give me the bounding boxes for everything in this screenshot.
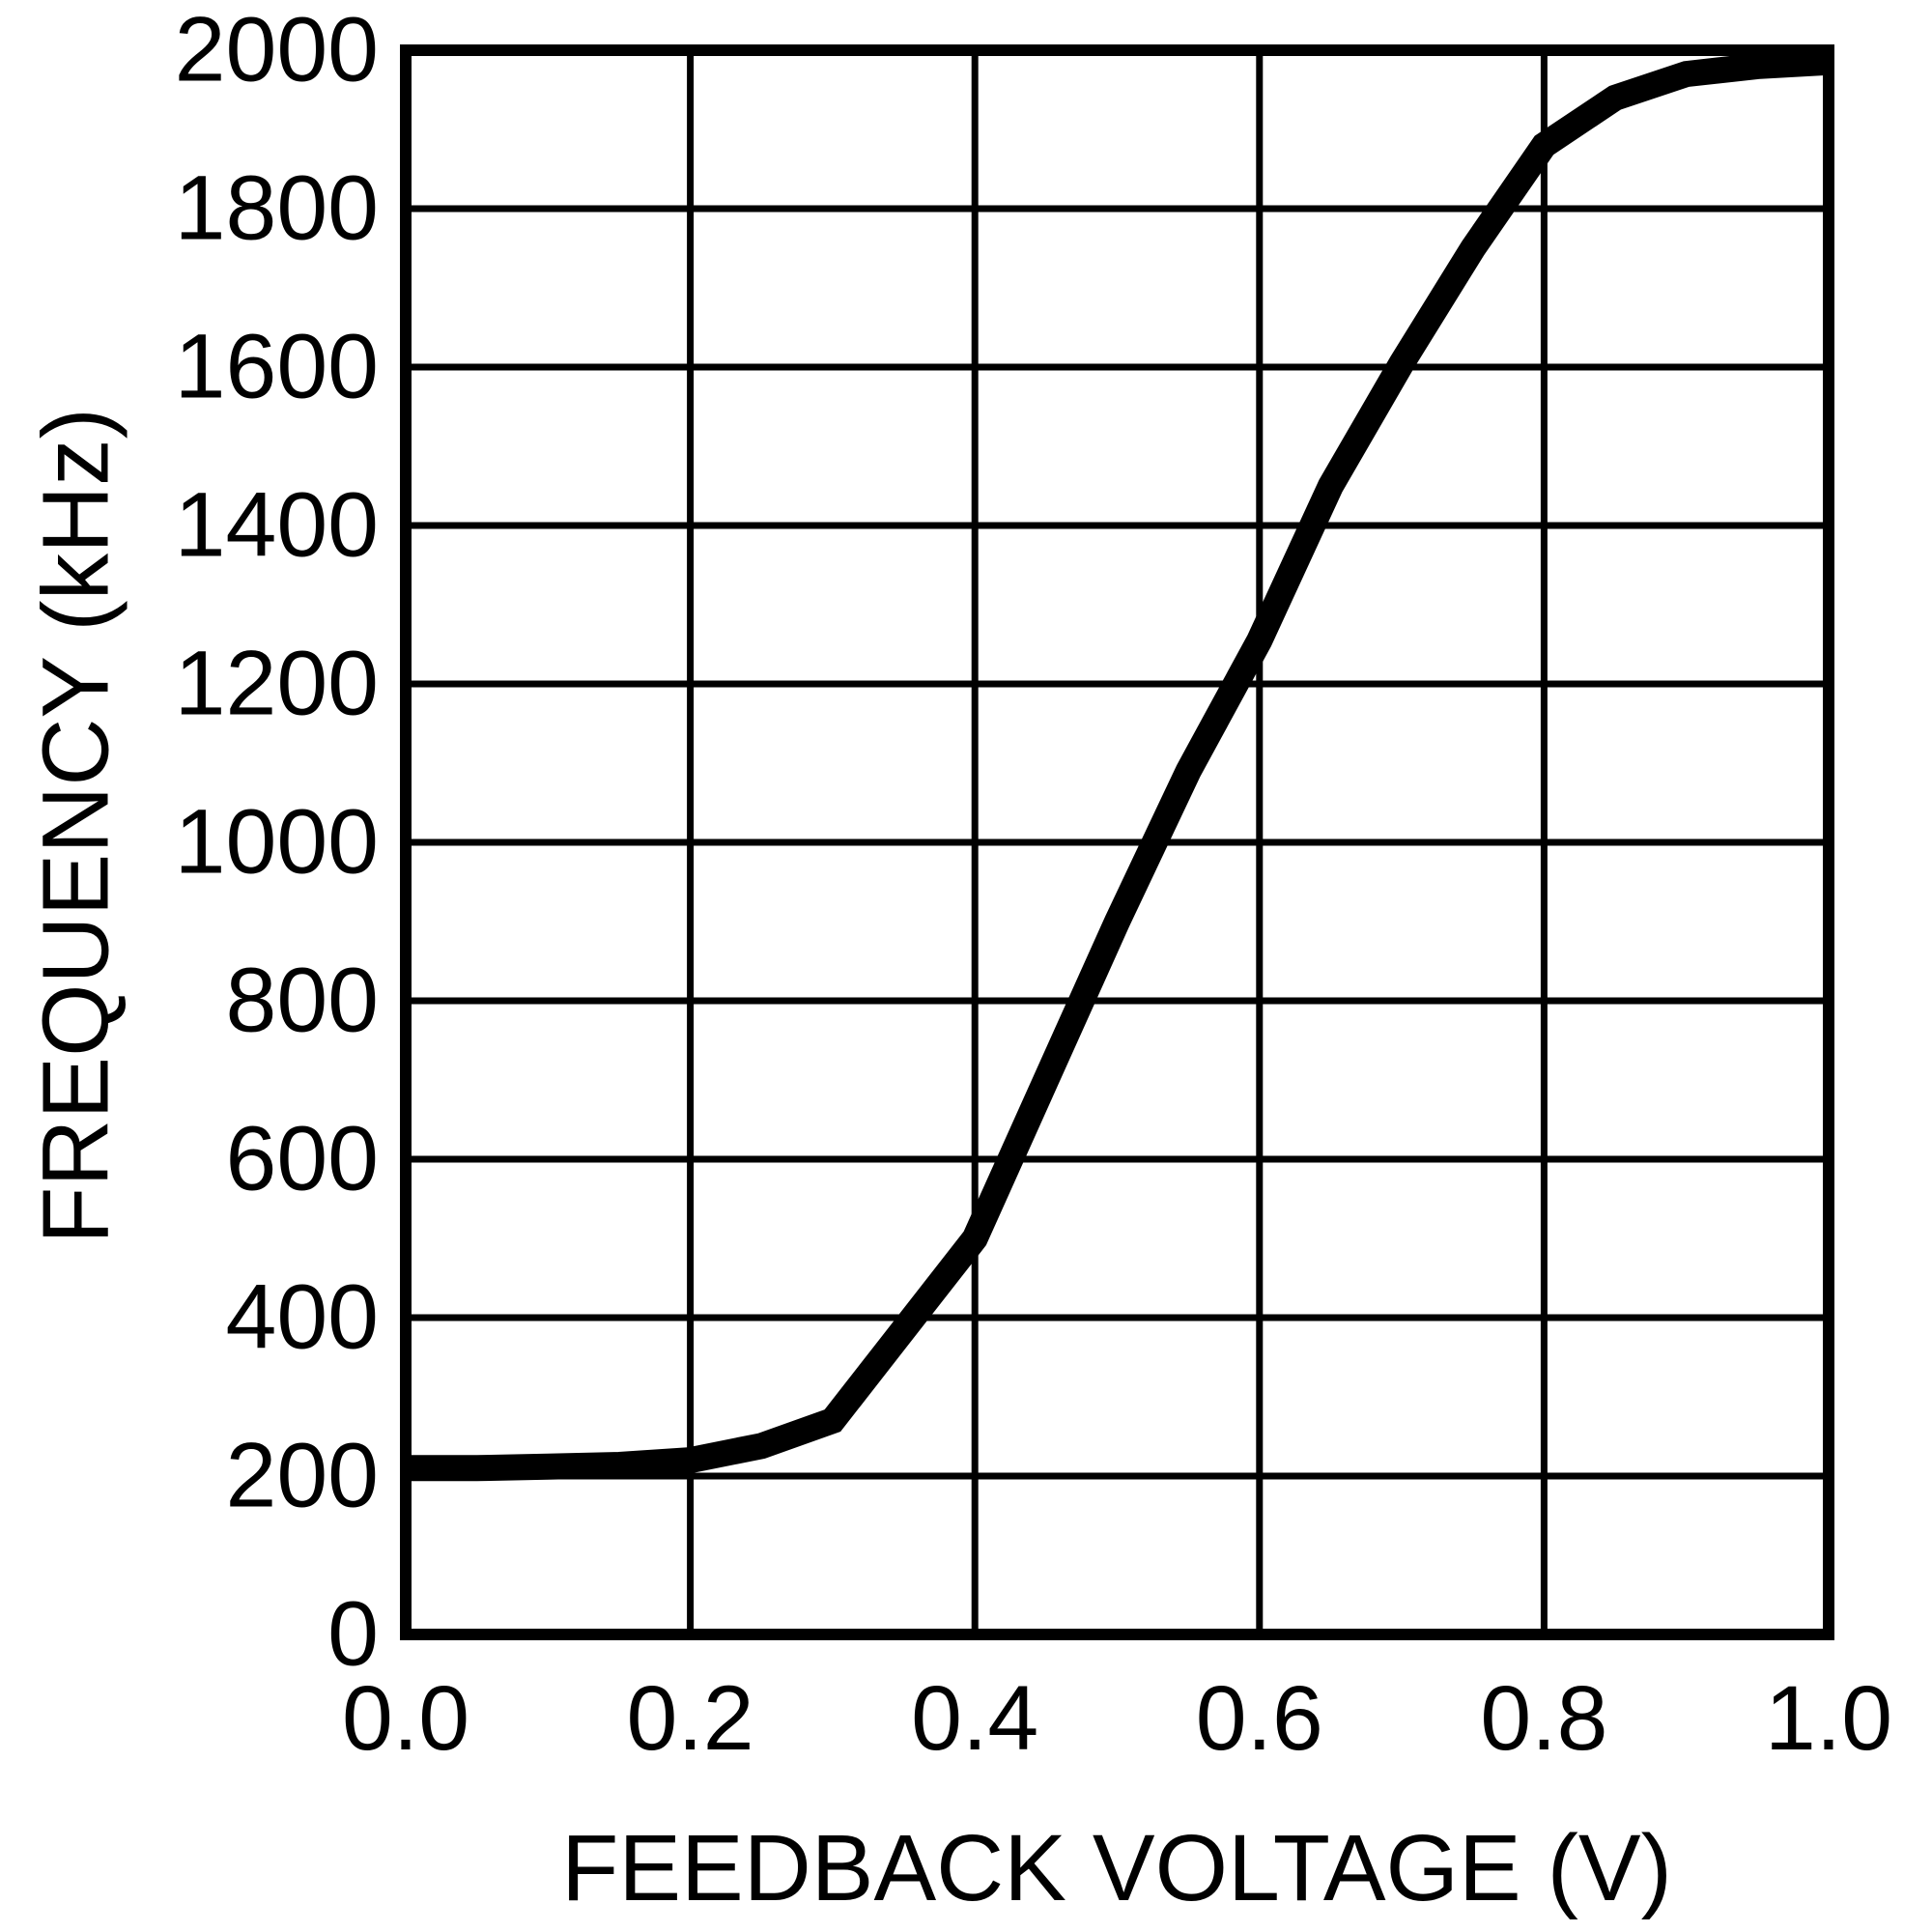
plot-border (400, 44, 1834, 1640)
x-tick-label: 0.4 (911, 1667, 1039, 1770)
y-tick-label: 600 (225, 1107, 379, 1210)
x-tick-label: 0.0 (341, 1667, 470, 1770)
frequency-curve (406, 48, 1830, 1482)
y-tick-label: 1400 (174, 473, 379, 577)
y-tick-label: 1800 (174, 156, 379, 260)
y-tick-label: 800 (225, 949, 379, 1052)
y-tick-label: 200 (225, 1424, 379, 1527)
y-tick-label: 2000 (174, 0, 379, 101)
y-tick-label: 400 (225, 1265, 379, 1369)
y-axis-title: FREQUENCY (kHz) (22, 408, 128, 1244)
x-tick-label: 0.2 (626, 1667, 754, 1770)
y-tick-label: 1200 (174, 632, 379, 735)
x-tick-label: 1.0 (1764, 1667, 1893, 1770)
y-tick-label: 0 (327, 1582, 379, 1686)
y-tick-label: 1000 (174, 790, 379, 894)
y-tick-label: 1600 (174, 315, 379, 418)
gridlines (402, 46, 1833, 1638)
x-tick-label: 0.6 (1195, 1667, 1323, 1770)
x-tick-label: 0.8 (1480, 1667, 1608, 1770)
x-axis-title: FEEDBACK VOLTAGE (V) (561, 1815, 1672, 1920)
